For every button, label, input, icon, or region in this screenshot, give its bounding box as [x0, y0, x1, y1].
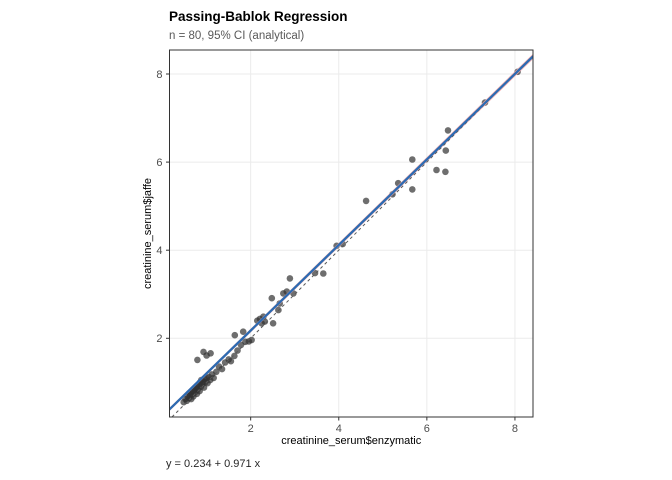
- x-tick-label: 6: [424, 423, 430, 435]
- fit-lines: [169, 53, 533, 417]
- data-point: [234, 347, 241, 354]
- data-point: [433, 166, 440, 174]
- data-point: [320, 270, 327, 277]
- chart-title: Passing-Bablok Regression: [169, 9, 348, 24]
- data-point: [362, 197, 370, 205]
- regression-line: [169, 55, 533, 411]
- panel-border: [169, 49, 534, 418]
- data-point: [409, 156, 416, 163]
- data-point: [218, 365, 226, 373]
- data-point: [231, 331, 239, 339]
- data-point: [442, 147, 450, 154]
- y-tick-label: 2: [156, 333, 162, 345]
- x-tick-label: 4: [336, 423, 342, 435]
- data-point: [213, 368, 220, 376]
- data-point: [239, 328, 247, 336]
- x-tick-label: 2: [248, 423, 254, 435]
- gridlines: [169, 50, 533, 417]
- data-point: [231, 352, 238, 360]
- axis-ticks: [166, 73, 516, 421]
- data-point: [409, 186, 416, 193]
- axis-tick-labels: 2 4 6 8 2 4 6 8: [156, 69, 518, 435]
- y-tick-label: 8: [156, 69, 162, 81]
- x-axis-title: creatinine_serum$enzymatic: [281, 435, 422, 447]
- data-point: [207, 350, 214, 357]
- x-tick-label: 8: [512, 423, 518, 435]
- identity-line: [171, 55, 533, 417]
- data-point: [269, 320, 277, 327]
- data-point: [268, 294, 276, 302]
- regression-equation-caption: y = 0.234 + 0.971 x: [166, 458, 261, 470]
- y-tick-label: 4: [156, 245, 162, 257]
- data-point: [444, 127, 452, 134]
- data-point: [210, 374, 217, 382]
- data-point: [227, 357, 235, 365]
- data-point: [442, 168, 449, 176]
- data-point: [194, 356, 201, 364]
- chart-subtitle: n = 80, 95% CI (analytical): [169, 30, 305, 42]
- y-axis-title: creatinine_serum$jaffe: [142, 178, 154, 289]
- y-tick-label: 6: [156, 157, 162, 169]
- data-point: [286, 275, 294, 282]
